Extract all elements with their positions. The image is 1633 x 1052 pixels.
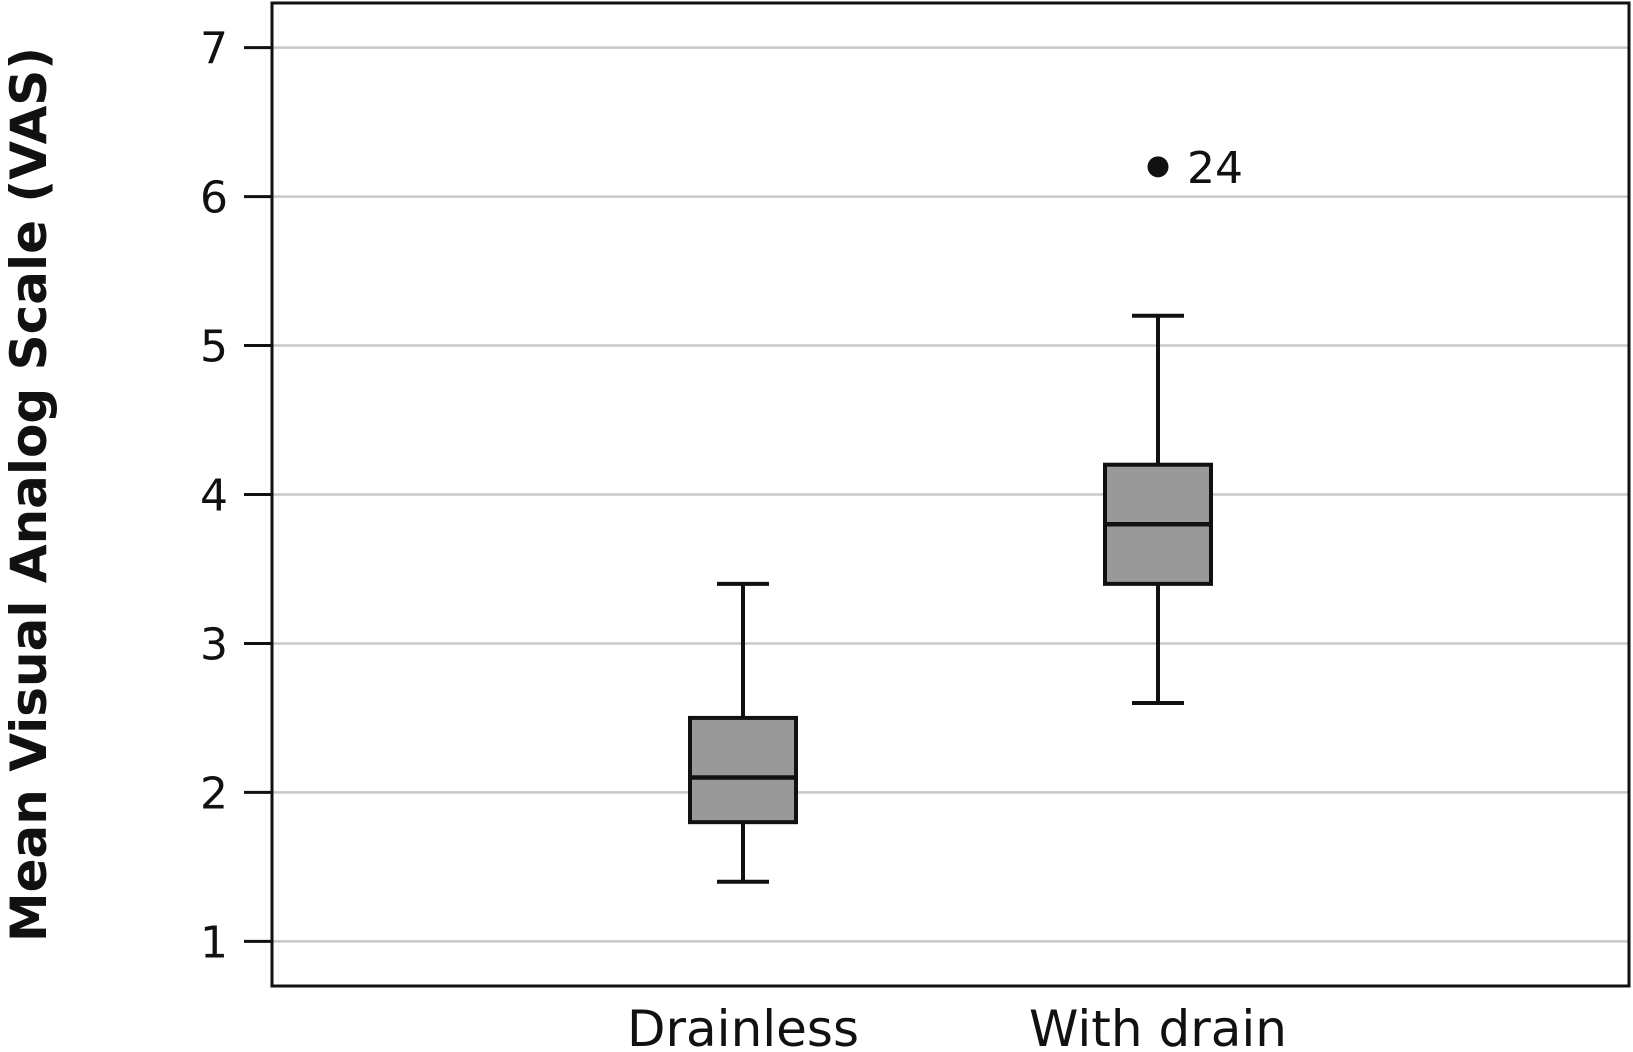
y-tick-label-3: 3 [200,619,228,670]
y-tick-label-7: 7 [200,24,228,75]
grid-lines [272,46,1629,943]
box-with-drain: 24 [1103,143,1243,706]
box-drainless [688,581,798,884]
y-tick-label-5: 5 [200,322,228,373]
plot-frame [270,1,1631,988]
category-labels: Drainless With drain [627,1000,1287,1052]
y-axis-title: Mean Visual Analog Scale (VAS) [0,47,58,942]
y-axis-ticks: 1 2 3 4 5 6 7 [200,24,272,968]
outlier-point-with-drain [1147,156,1169,178]
x-category-label-drainless: Drainless [627,1000,859,1052]
y-tick-label-1: 1 [200,917,228,968]
y-tick-label-6: 6 [200,173,228,224]
y-tick-label-4: 4 [200,471,228,522]
y-tick-label-2: 2 [200,768,228,819]
box-series: 24 [688,143,1243,884]
iqr-box-drainless [688,715,798,825]
outlier-label-with-drain: 24 [1187,143,1243,194]
x-category-label-with-drain: With drain [1029,1000,1287,1052]
